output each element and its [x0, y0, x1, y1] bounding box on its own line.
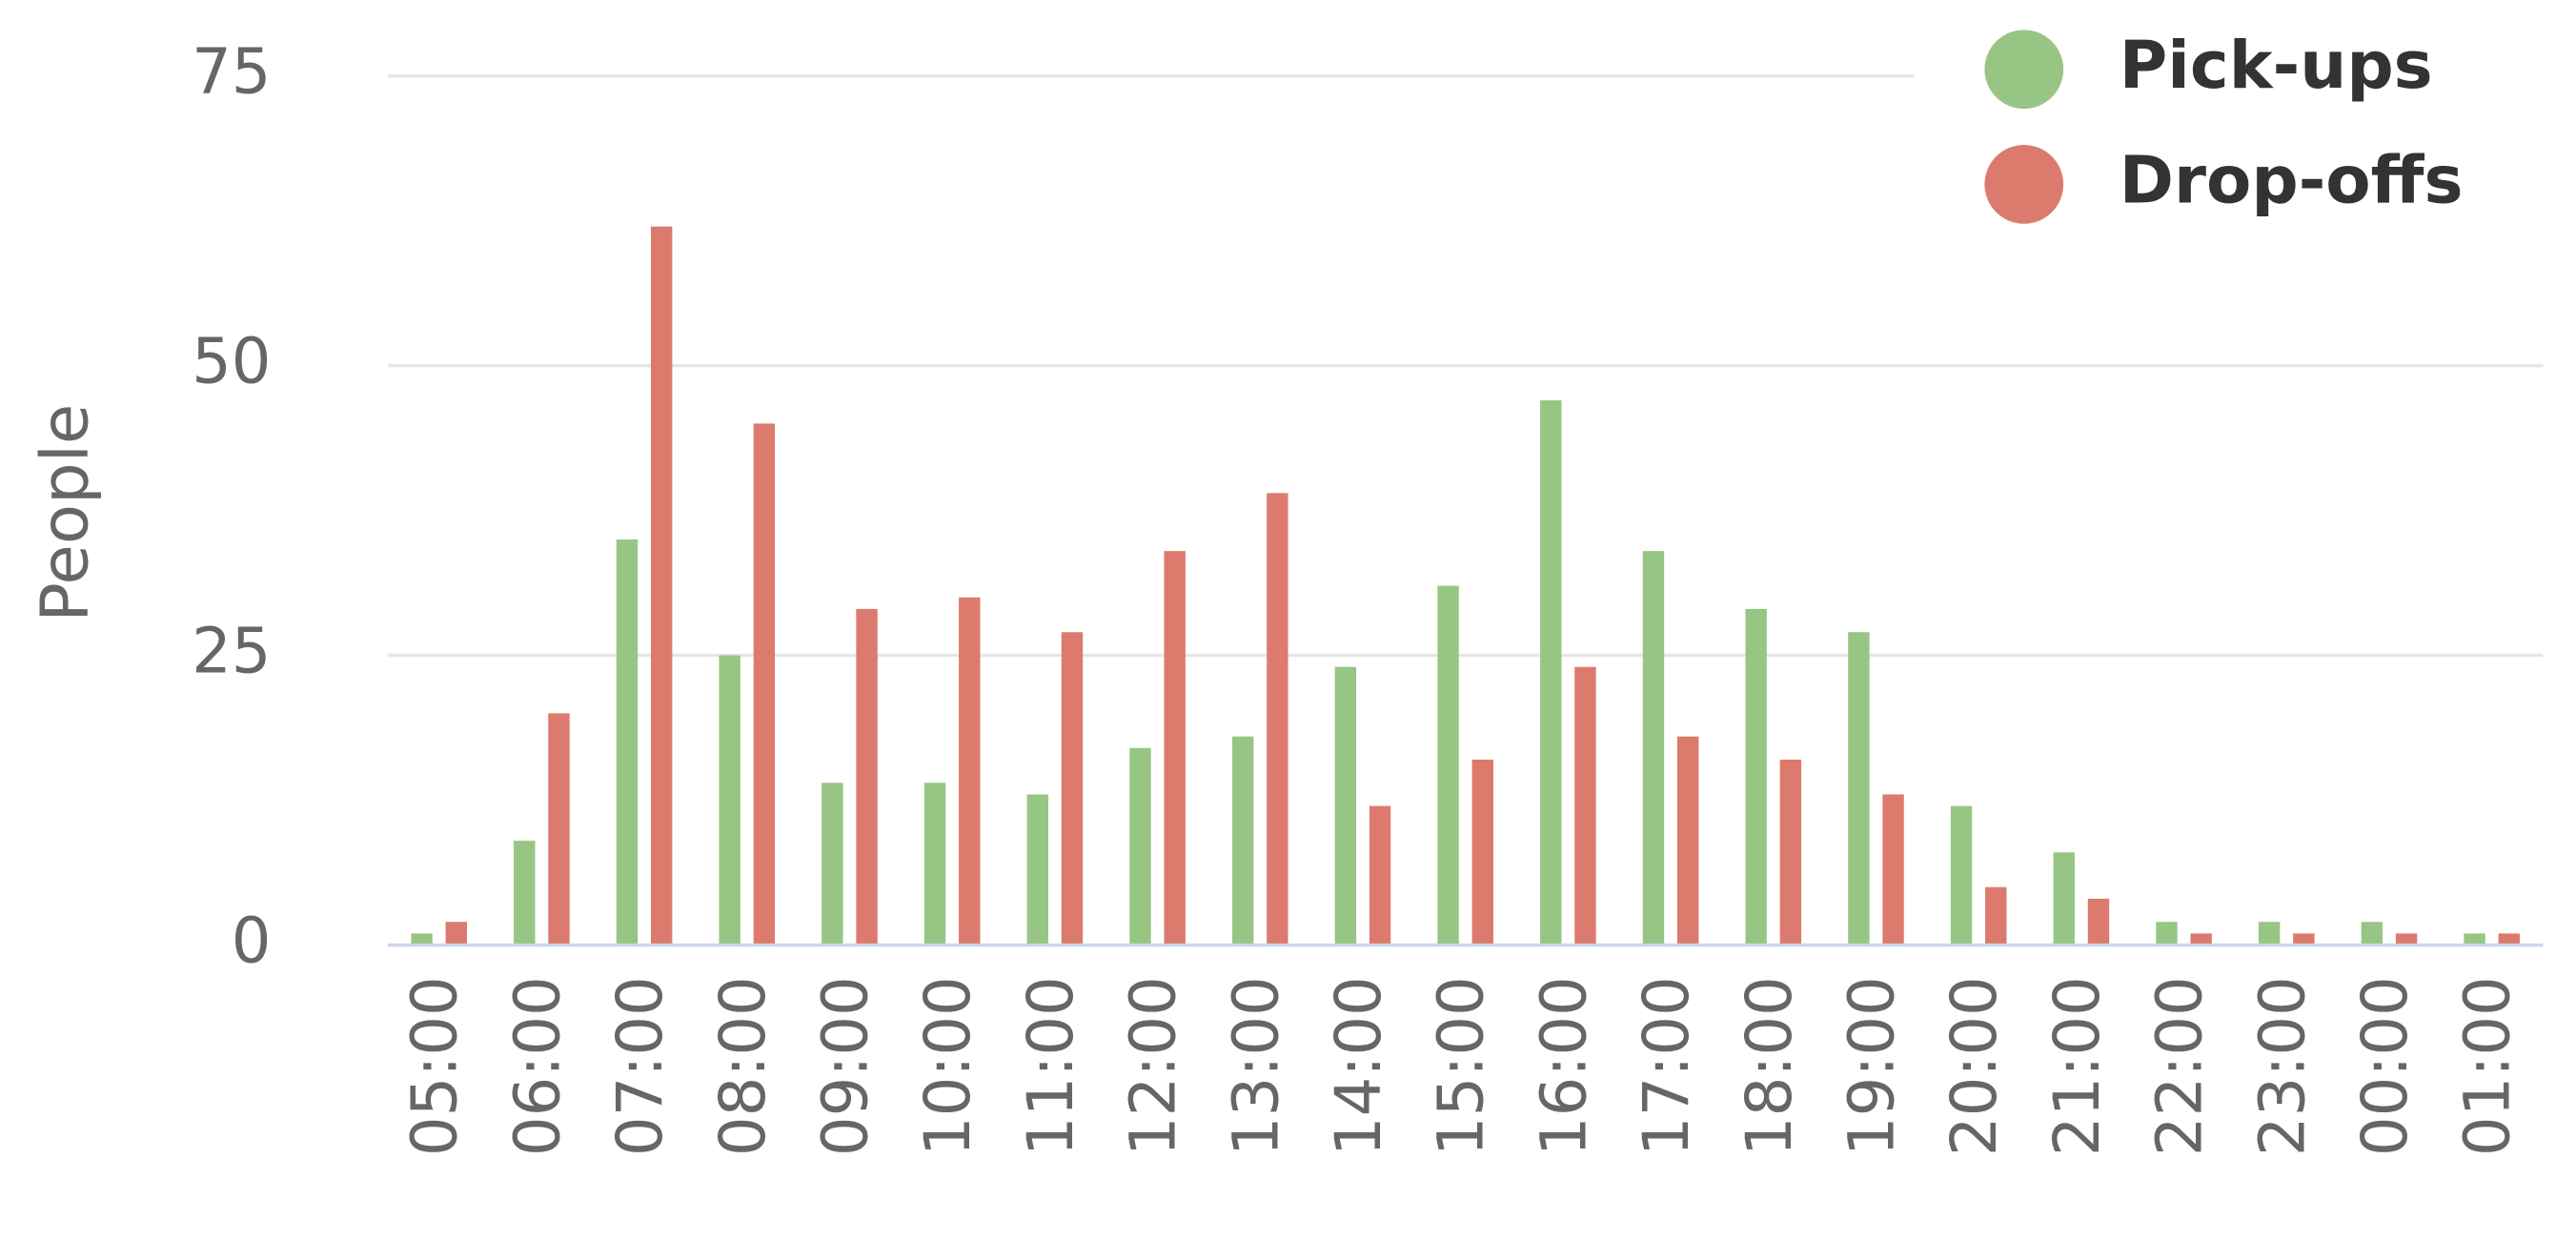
bar	[821, 783, 843, 945]
bar	[1267, 493, 1288, 945]
x-tick-label: 12:00	[1118, 976, 1190, 1156]
legend-label: Pick-ups	[2120, 28, 2433, 104]
bar	[1642, 551, 1665, 945]
x-tick-label: 16:00	[1528, 976, 1600, 1156]
x-tick-label: 21:00	[2041, 976, 2114, 1156]
bar	[411, 933, 433, 945]
x-tick-label: 00:00	[2349, 976, 2422, 1156]
bar	[753, 423, 776, 945]
bar	[2395, 933, 2418, 945]
bar	[2498, 933, 2520, 945]
bar	[1129, 747, 1151, 945]
y-tick-label: 25	[192, 616, 271, 688]
x-tick-label: 08:00	[707, 976, 780, 1156]
x-tick-label: 11:00	[1015, 976, 1087, 1156]
legend-marker	[1984, 30, 2064, 110]
bar	[1540, 400, 1562, 945]
bar	[1061, 632, 1084, 945]
legend-marker	[1984, 145, 2064, 224]
bar	[2361, 922, 2383, 945]
bar	[719, 655, 740, 945]
bar	[1848, 632, 1870, 945]
x-tick-label: 10:00	[912, 976, 984, 1156]
x-tick-label: 20:00	[1938, 976, 2011, 1156]
y-tick-label: 0	[232, 905, 272, 978]
bar	[1882, 794, 1904, 945]
x-tick-label: 07:00	[604, 976, 677, 1156]
x-tick-label: 06:00	[501, 976, 574, 1156]
y-tick-label: 50	[192, 326, 271, 398]
bar	[1985, 886, 2007, 945]
x-tick-label: 22:00	[2144, 976, 2217, 1156]
bar	[856, 608, 878, 945]
bar	[445, 922, 467, 945]
x-tick-label: 18:00	[1734, 976, 1806, 1156]
x-tick-label: 05:00	[399, 976, 472, 1156]
bar	[1471, 760, 1493, 945]
x-tick-label: 19:00	[1836, 976, 1909, 1156]
bar	[1164, 551, 1186, 945]
y-tick-label: 75	[192, 36, 271, 109]
bar	[959, 597, 981, 945]
bar	[2293, 933, 2315, 945]
bar	[923, 783, 946, 945]
x-tick-label: 15:00	[1426, 976, 1498, 1156]
bar	[2190, 933, 2212, 945]
bar	[2053, 852, 2075, 945]
x-tick-label: 17:00	[1631, 976, 1703, 1156]
bar	[2258, 922, 2281, 945]
bar	[1231, 736, 1254, 945]
bar	[1745, 608, 1767, 945]
bar	[1026, 794, 1048, 945]
bar	[650, 226, 673, 945]
bar	[616, 539, 639, 945]
x-tick-label: 23:00	[2246, 976, 2319, 1156]
bar	[1334, 666, 1357, 945]
x-tick-label: 14:00	[1323, 976, 1395, 1156]
bar	[2087, 898, 2110, 945]
bar	[548, 713, 570, 945]
bar	[1369, 805, 1391, 945]
bar	[1950, 805, 1973, 945]
x-tick-label: 01:00	[2452, 976, 2525, 1156]
bar	[2464, 933, 2485, 945]
y-axis-title: People	[27, 404, 103, 622]
bar	[1676, 736, 1699, 945]
bar	[1437, 585, 1459, 945]
legend-label: Drop-offs	[2120, 142, 2464, 218]
bar	[2156, 922, 2178, 945]
bar	[1574, 666, 1596, 945]
x-tick-label: 13:00	[1220, 976, 1292, 1156]
bar	[1779, 760, 1802, 945]
x-tick-label: 09:00	[810, 976, 882, 1156]
bar	[514, 841, 536, 945]
